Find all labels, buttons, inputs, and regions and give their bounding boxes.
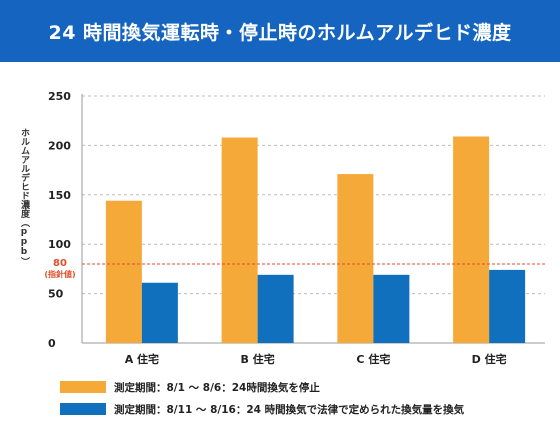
legend: 測定期間：8/1 ～ 8/6：24時間換気を停止 測定期間：8/11 ～ 8/1… xyxy=(60,378,464,422)
legend-swatch-running xyxy=(60,403,106,415)
page-title: 24 時間換気運転時・停止時のホルムアルデヒド濃度 xyxy=(48,21,512,44)
bar-stopped-2 xyxy=(337,174,374,343)
bar-running-0 xyxy=(141,282,178,343)
y-tick-label-200: 200 xyxy=(48,139,71,152)
x-tick-label-1: B 住宅 xyxy=(241,352,275,366)
bar-running-1 xyxy=(257,274,294,343)
legend-label-running: 測定期間：8/11 ～ 8/16：24 時間換気で法律で定められた換気量を換気 xyxy=(114,403,465,416)
legend-swatch-stopped xyxy=(60,381,106,393)
y-tick-label-100: 100 xyxy=(48,238,71,251)
bar-chart: 0 50 100 150 200 250 A 住宅 B 住宅 C 住宅 D 住宅 80(指針値) xyxy=(44,90,545,366)
x-tick-label-0: A 住宅 xyxy=(125,352,159,366)
y-tick-label-0: 0 xyxy=(48,337,56,350)
bar-running-3 xyxy=(489,269,526,343)
x-tick-label-3: D 住宅 xyxy=(472,352,507,366)
legend-label-stopped: 測定期間：8/1 ～ 8/6：24時間換気を停止 xyxy=(114,381,320,394)
bar-stopped-1 xyxy=(221,137,258,343)
legend-item-stopped: 測定期間：8/1 ～ 8/6：24時間換気を停止 xyxy=(60,378,464,396)
x-tick-label-2: C 住宅 xyxy=(356,352,390,366)
y-tick-label-250: 250 xyxy=(48,90,71,103)
title-bar: 24 時間換気運転時・停止時のホルムアルデヒド濃度 xyxy=(0,0,560,62)
y-tick-label-150: 150 xyxy=(48,189,71,202)
y-tick-label-50: 50 xyxy=(48,288,64,301)
bar-stopped-0 xyxy=(105,200,142,343)
y-axis-label: ホルムアルデヒド濃度（ppb） xyxy=(19,128,29,266)
reference-line-label: 80 xyxy=(53,258,67,269)
bar-stopped-3 xyxy=(453,136,490,343)
reference-line-sublabel: (指針値) xyxy=(44,269,75,279)
legend-item-running: 測定期間：8/11 ～ 8/16：24 時間換気で法律で定められた換気量を換気 xyxy=(60,400,464,418)
bar-running-2 xyxy=(373,274,410,343)
